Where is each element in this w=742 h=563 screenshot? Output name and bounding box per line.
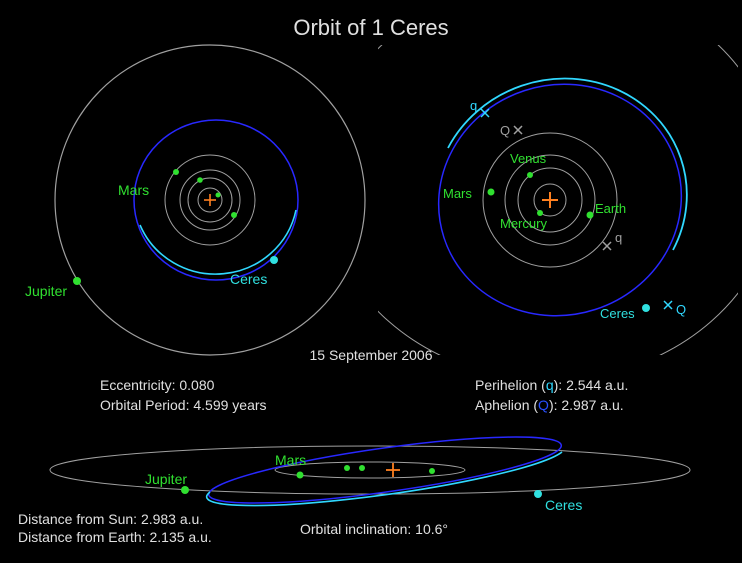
planet-dot3 xyxy=(429,468,435,474)
label-jupiter: Jupiter xyxy=(25,283,67,299)
label-ceres: Ceres xyxy=(600,306,635,321)
diagram-title: Orbit of 1 Ceres xyxy=(293,15,448,40)
planet-earth xyxy=(231,212,237,218)
planet-venus xyxy=(197,177,203,183)
background xyxy=(0,0,742,563)
aphelion-text: Aphelion (Q): 2.987 a.u. xyxy=(475,397,624,413)
apsis-label-q1: q xyxy=(470,98,477,113)
inclination-text: Orbital inclination: 10.6° xyxy=(300,521,448,537)
planet-jupiter xyxy=(181,486,189,494)
label-earth: Earth xyxy=(595,201,626,216)
planet-mercury xyxy=(216,193,221,198)
label-mercury: Mercury xyxy=(500,216,547,231)
perihelion-text: Perihelion (q): 2.544 a.u. xyxy=(475,377,628,393)
planet-mars xyxy=(488,189,495,196)
planet-dot2 xyxy=(359,465,365,471)
label-venus: Venus xyxy=(510,151,547,166)
planet-dot1 xyxy=(344,465,350,471)
planet-jupiter xyxy=(73,277,81,285)
eccentricity-text: Eccentricity: 0.080 xyxy=(100,377,215,393)
label-mars: Mars xyxy=(443,186,472,201)
label-jupiter: Jupiter xyxy=(145,471,187,487)
date-label: 15 September 2006 xyxy=(310,347,433,363)
planet-ceres xyxy=(270,256,278,264)
planet-mars xyxy=(173,169,179,175)
dist-sun-text: Distance from Sun: 2.983 a.u. xyxy=(18,511,203,527)
planet-ceres xyxy=(534,490,542,498)
apsis-label-Q1: Q xyxy=(500,123,510,138)
planet-earth xyxy=(587,212,594,219)
label-ceres: Ceres xyxy=(230,271,267,287)
period-text: Orbital Period: 4.599 years xyxy=(100,397,267,413)
label-ceres: Ceres xyxy=(545,497,582,513)
dist-earth-text: Distance from Earth: 2.135 a.u. xyxy=(18,529,212,545)
planet-venus xyxy=(527,172,533,178)
label-mars: Mars xyxy=(275,452,306,468)
apsis-label-Q2: Q xyxy=(676,302,686,317)
label-mars: Mars xyxy=(118,182,149,198)
apsis-label-q2: q xyxy=(615,230,622,245)
planet-ceres xyxy=(642,304,650,312)
planet-mars xyxy=(297,472,304,479)
